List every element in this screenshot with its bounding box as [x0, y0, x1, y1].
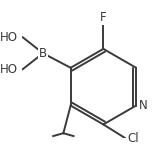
Text: N: N [139, 99, 148, 112]
Text: B: B [39, 47, 47, 60]
Text: HO: HO [0, 63, 18, 76]
Text: HO: HO [0, 31, 18, 44]
Text: F: F [100, 11, 107, 24]
Text: Cl: Cl [127, 133, 139, 146]
